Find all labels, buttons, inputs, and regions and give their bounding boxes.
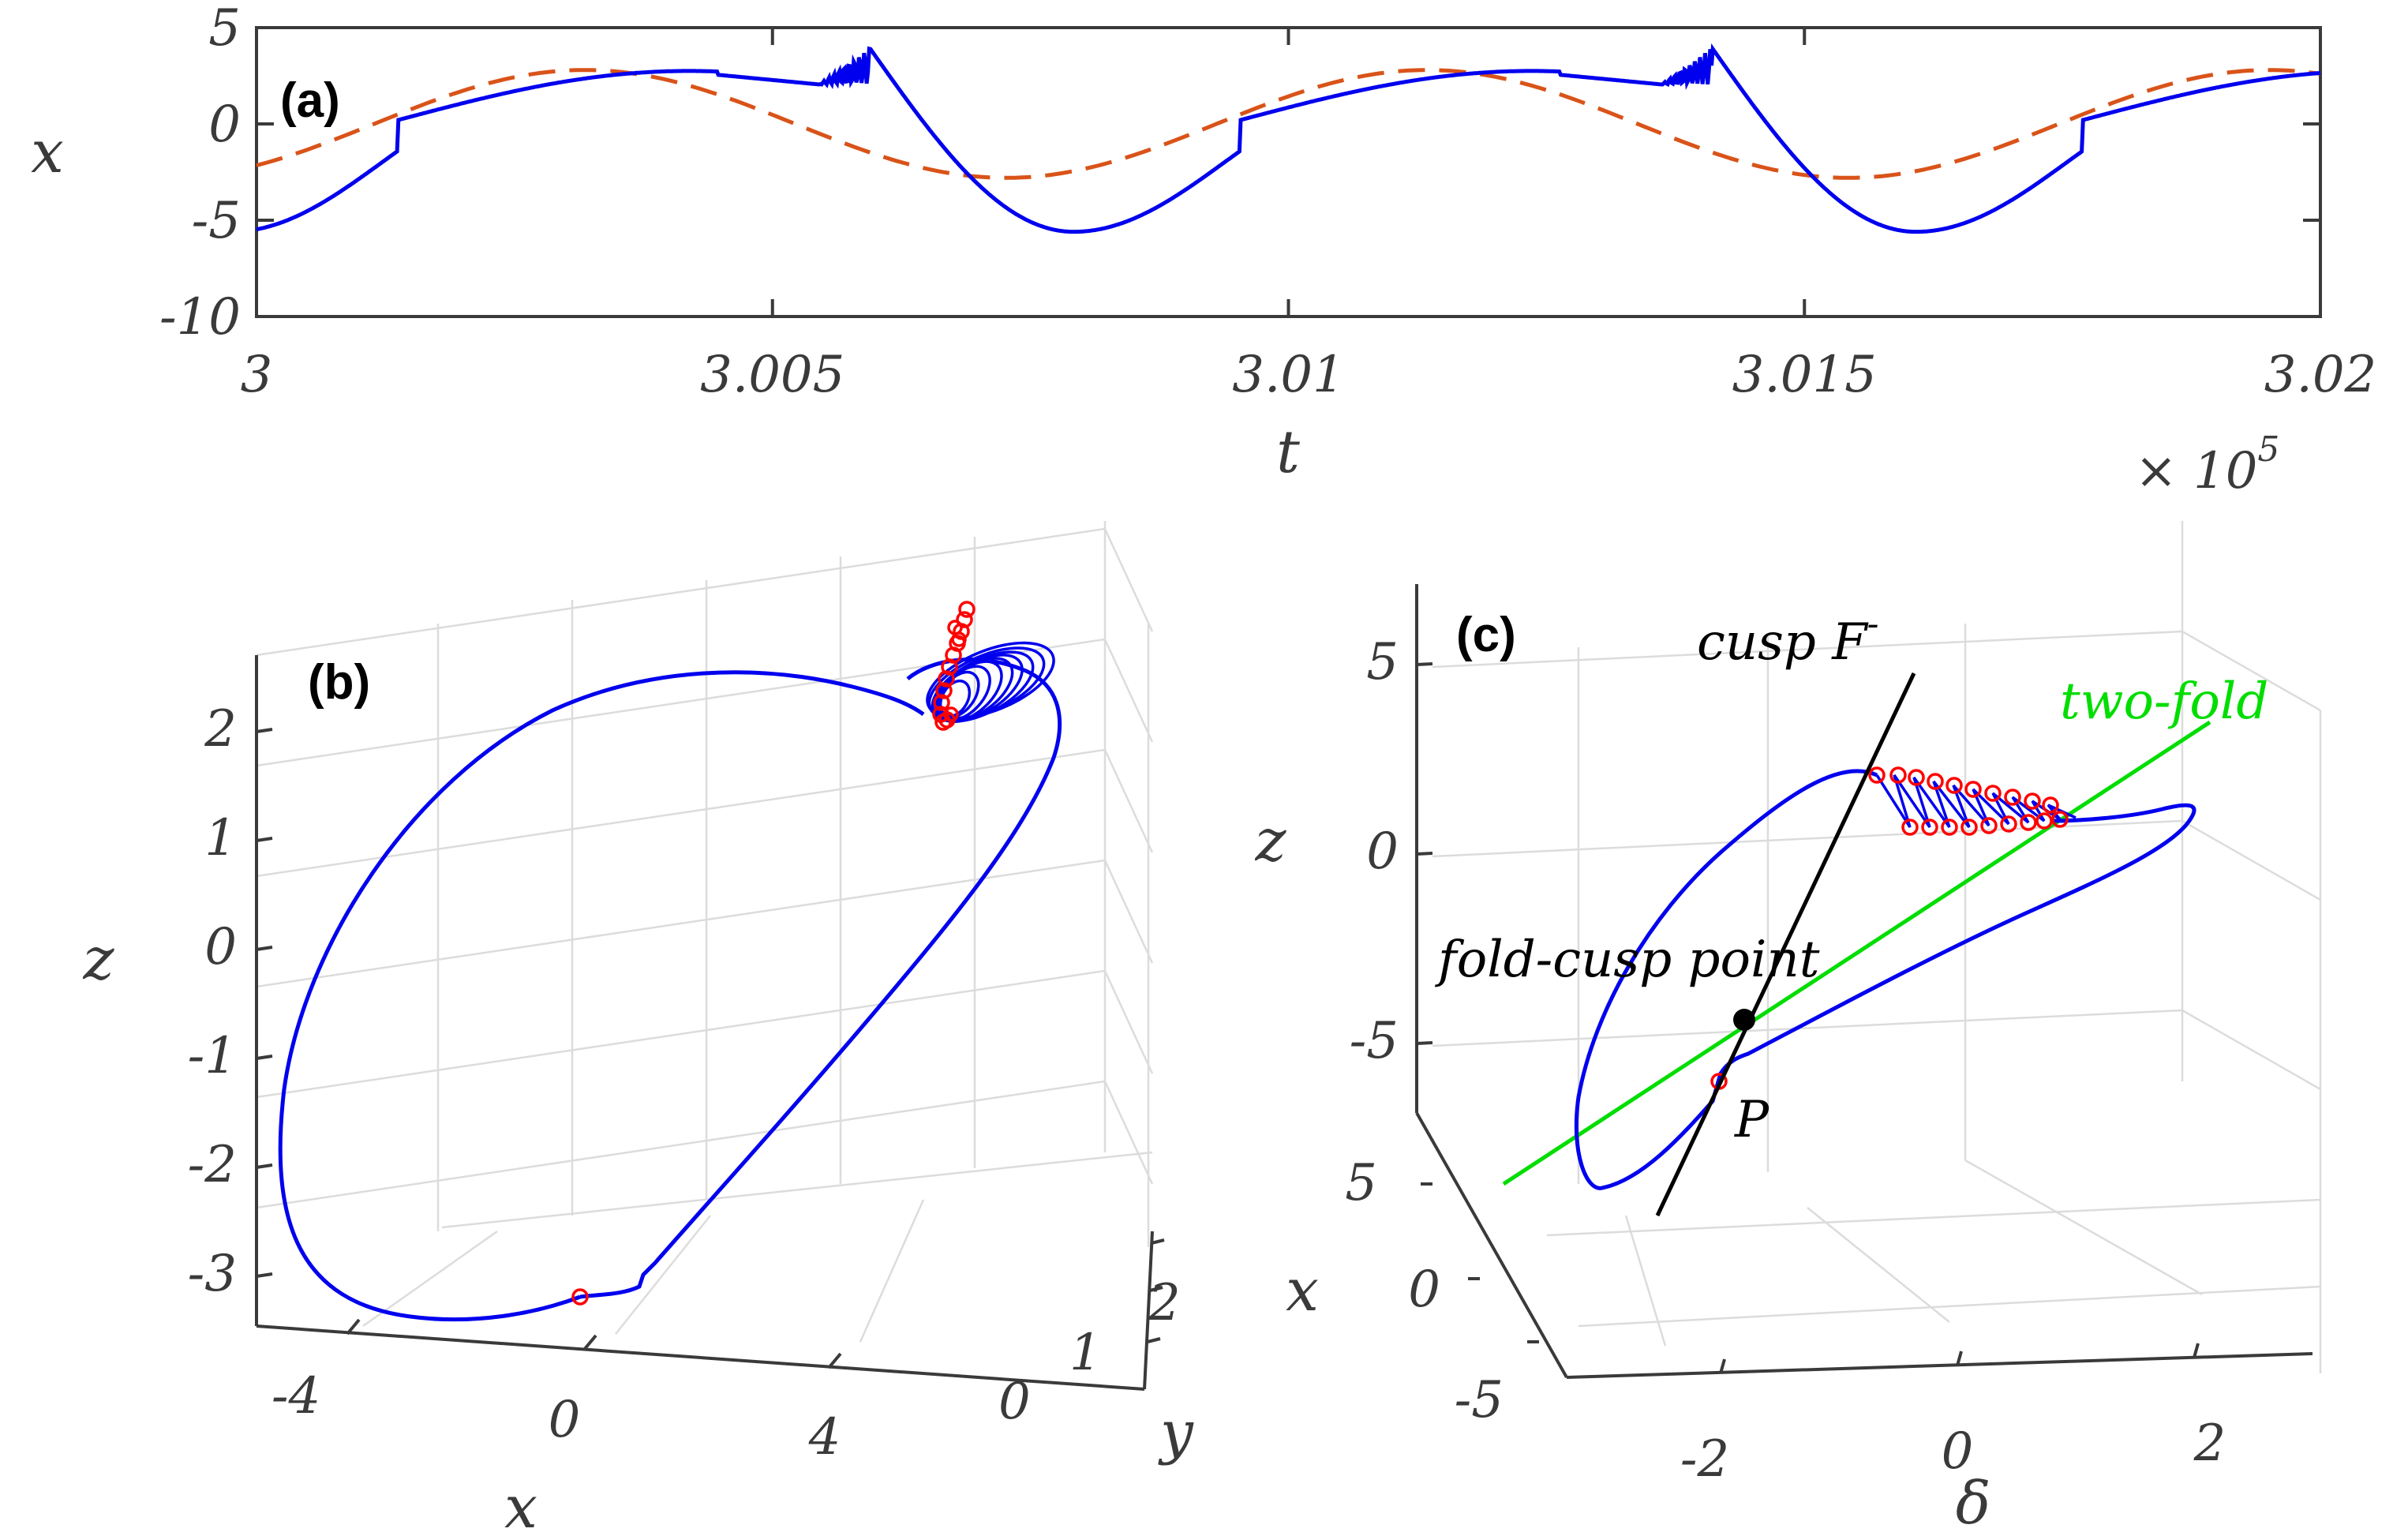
panel-c-z-ticks: 5 0 -5	[1350, 633, 1399, 1070]
panel-c-deltatick: 2	[2193, 1414, 2226, 1473]
panel-b: 2 1 0 -1 -2 -3 -4 0 4 0 1 2 z x y (b)	[83, 521, 1194, 1536]
panel-a-label: (a)	[280, 73, 340, 128]
panel-a-xtick: 3.015	[1732, 346, 1877, 404]
panel-a-ylabel: x	[31, 118, 64, 186]
panel-b-ztick: 2	[204, 700, 237, 759]
panel-b-ytick: 1	[1069, 1324, 1102, 1382]
panel-c-point-p-label: P	[1734, 1091, 1769, 1149]
panel-c-trajectory	[1574, 769, 2196, 1190]
panel-c-cusp-label: cusp F-	[1697, 604, 1879, 672]
panel-b-ztick: -2	[188, 1136, 237, 1194]
panel-c-zlabel: z	[1255, 807, 1287, 875]
panel-a-x-series	[256, 43, 2321, 234]
panel-c-x-ticks: 5 0 -5	[1345, 1154, 1504, 1429]
panel-c-label: (c)	[1456, 608, 1516, 662]
panel-c-two-fold-label: two-fold	[2060, 672, 2268, 731]
panel-b-markers	[571, 601, 976, 1306]
panel-a-ytick: -5	[192, 192, 241, 250]
panel-b-ztick: 1	[204, 809, 237, 867]
panel-a-ytick: -10	[159, 288, 241, 347]
panel-c-xtick: 0	[1408, 1261, 1440, 1319]
panel-b-xtick: 4	[808, 1408, 841, 1467]
panel-c-fold-cusp-label: fold-cusp point	[1435, 931, 1820, 989]
panel-b-ztick: 0	[204, 918, 237, 976]
panel-c-deltatick: -2	[1680, 1430, 1729, 1489]
panel-c-cusp-line	[1655, 672, 1916, 1217]
panel-b-xlabel: x	[504, 1474, 537, 1536]
panel-c-ztick: 5	[1366, 633, 1399, 691]
panel-b-ztick: -3	[188, 1245, 237, 1303]
panel-a-xtick: 3.005	[700, 346, 844, 404]
panel-c-xtick: 5	[1345, 1154, 1377, 1212]
panel-c-zigzag	[1875, 774, 2077, 829]
panel-c-delta-ticks: -2 0 2	[1680, 1414, 2226, 1489]
panel-a: 3 3.005 3.01 3.015 3.02 5 0 -5 -10 (a) x t × 105	[31, 0, 2376, 500]
panel-c-two-fold-line	[1502, 720, 2211, 1186]
panel-c-xtick: -5	[1455, 1371, 1504, 1429]
panel-a-xtick: 3.02	[2264, 346, 2377, 404]
panel-b-trajectory	[278, 657, 1062, 1322]
panel-b-xtick: -4	[272, 1367, 320, 1425]
panel-c-ztick: 0	[1366, 822, 1399, 881]
panel-b-ztick: -1	[188, 1027, 237, 1085]
panel-a-ytick: 5	[208, 0, 241, 58]
panel-c-xlabel: x	[1286, 1257, 1319, 1324]
panel-c-axes	[1415, 584, 2313, 1379]
panel-a-delta-series	[256, 68, 2321, 180]
panel-a-xlabel: t	[1276, 418, 1300, 486]
panel-c-deltalabel: δ	[1956, 1470, 1991, 1536]
panel-b-xtick: 0	[549, 1391, 581, 1449]
panel-a-ytick: 0	[208, 96, 241, 154]
panel-c-deltatick: 0	[1942, 1422, 1974, 1481]
panel-c: 5 0 -5 5 0 -5 -2 0 2 z x δ (c)	[1255, 521, 2322, 1536]
panel-b-x-ticks: -4 0 4	[272, 1367, 841, 1467]
panel-b-axes	[255, 655, 1165, 1391]
panel-b-ytick: 0	[998, 1373, 1031, 1431]
panel-c-markers	[1710, 766, 2069, 1090]
panel-b-grid	[256, 521, 1154, 1343]
panel-c-ztick: -5	[1350, 1012, 1399, 1070]
panel-a-frame	[255, 26, 2322, 318]
panel-a-xtick: 3.01	[1232, 346, 1345, 404]
panel-a-x-multiplier: × 105	[2135, 429, 2279, 500]
panel-b-z-ticks: 2 1 0 -1 -2 -3	[188, 700, 237, 1303]
panel-b-y-ticks: 0 1 2	[998, 1274, 1181, 1431]
panel-a-xtick: 3	[241, 346, 273, 404]
panel-b-ylabel: y	[1158, 1399, 1194, 1467]
panel-a-ticks: 3 3.005 3.01 3.015 3.02 5 0 -5 -10	[159, 0, 2376, 404]
panel-b-ytick: 2	[1148, 1274, 1181, 1332]
panel-b-label: (b)	[308, 655, 370, 710]
panel-b-zlabel: z	[83, 925, 115, 993]
panel-c-fold-cusp-point	[1733, 1009, 1755, 1031]
